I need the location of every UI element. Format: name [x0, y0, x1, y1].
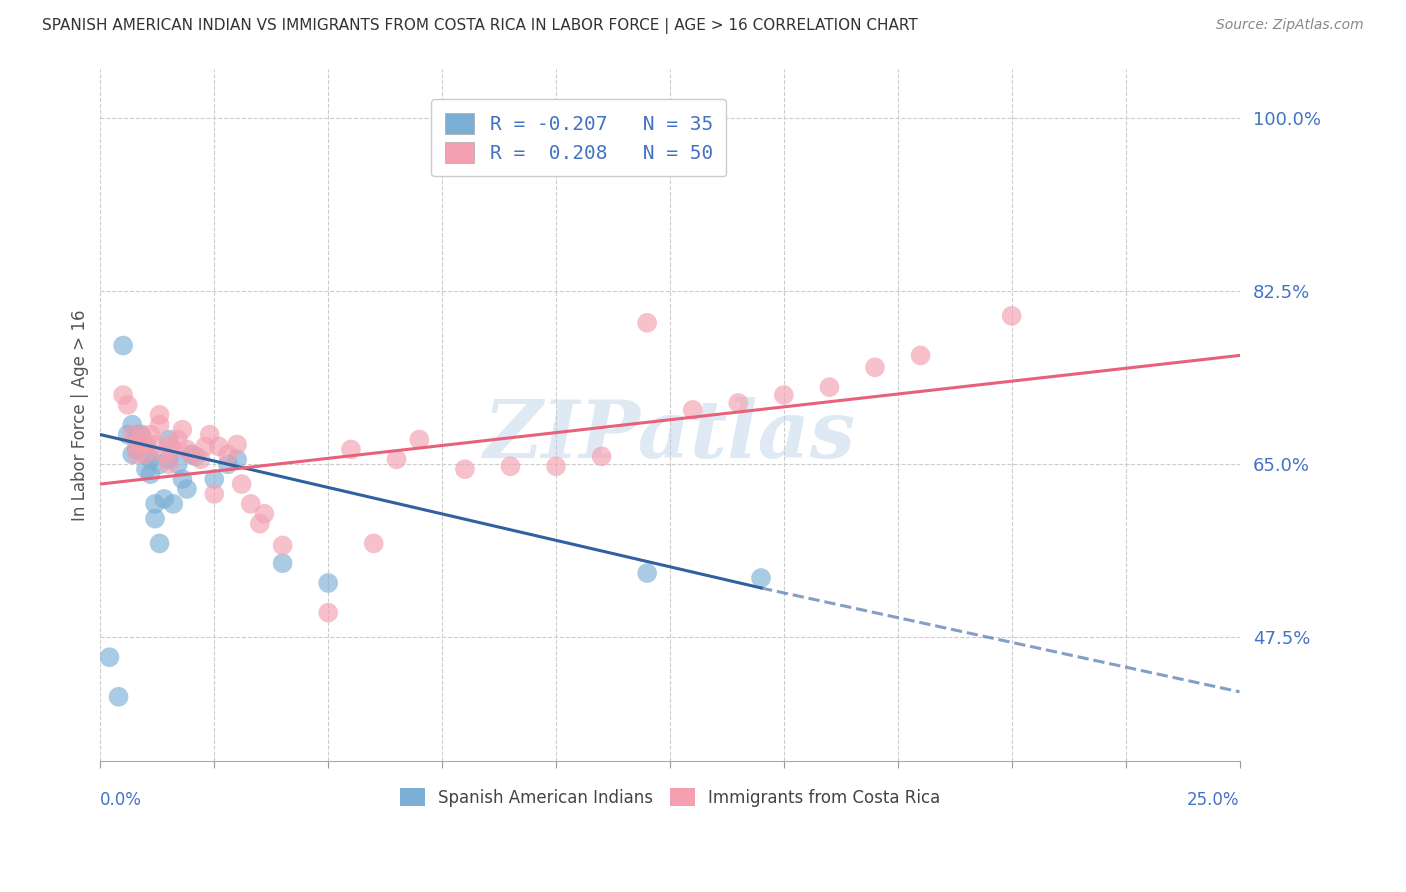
Text: 25.0%: 25.0%: [1187, 791, 1240, 809]
Point: [131, 427, 153, 442]
Point: [184, 450, 207, 464]
Point: [172, 472, 194, 486]
Point: [194, 440, 217, 454]
Point: [166, 433, 188, 447]
Point: [910, 348, 932, 362]
Point: [135, 462, 157, 476]
Point: [131, 437, 153, 451]
Point: [117, 398, 139, 412]
Point: [176, 442, 198, 457]
Point: [749, 571, 772, 585]
Point: [143, 437, 166, 451]
Point: [217, 447, 239, 461]
Point: [363, 536, 385, 550]
Point: [135, 447, 157, 461]
Point: [157, 433, 180, 447]
Point: [249, 516, 271, 531]
Point: [1001, 309, 1024, 323]
Point: [125, 442, 148, 457]
Point: [125, 437, 148, 451]
Point: [682, 402, 704, 417]
Point: [117, 427, 139, 442]
Point: [131, 437, 153, 451]
Point: [149, 536, 172, 550]
Point: [135, 437, 157, 451]
Point: [591, 450, 613, 464]
Point: [112, 338, 135, 352]
Point: [139, 467, 162, 482]
Point: [316, 606, 339, 620]
Point: [143, 497, 166, 511]
Point: [863, 360, 886, 375]
Point: [271, 556, 294, 570]
Point: [121, 417, 143, 432]
Point: [162, 442, 184, 457]
Point: [157, 437, 180, 451]
Point: [157, 452, 180, 467]
Point: [153, 491, 176, 506]
Point: [385, 452, 408, 467]
Point: [772, 388, 794, 402]
Point: [208, 440, 231, 454]
Point: [408, 433, 430, 447]
Point: [253, 507, 276, 521]
Y-axis label: In Labor Force | Age > 16: In Labor Force | Age > 16: [72, 309, 89, 521]
Point: [316, 576, 339, 591]
Text: Source: ZipAtlas.com: Source: ZipAtlas.com: [1216, 18, 1364, 32]
Point: [135, 437, 157, 451]
Point: [135, 447, 157, 461]
Point: [121, 447, 143, 461]
Text: ZIPatlas: ZIPatlas: [484, 397, 856, 475]
Point: [149, 408, 172, 422]
Point: [143, 511, 166, 525]
Point: [139, 427, 162, 442]
Point: [125, 427, 148, 442]
Point: [454, 462, 477, 476]
Point: [176, 482, 198, 496]
Point: [202, 487, 225, 501]
Point: [217, 457, 239, 471]
Point: [226, 437, 249, 451]
Point: [198, 427, 221, 442]
Point: [340, 442, 363, 457]
Point: [636, 566, 658, 580]
Point: [180, 447, 202, 461]
Point: [131, 427, 153, 442]
Point: [98, 650, 121, 665]
Point: [636, 316, 658, 330]
Point: [202, 472, 225, 486]
Point: [157, 457, 180, 471]
Point: [112, 388, 135, 402]
Point: [121, 427, 143, 442]
Point: [107, 690, 129, 704]
Point: [139, 452, 162, 467]
Point: [172, 423, 194, 437]
Point: [149, 457, 172, 471]
Point: [162, 497, 184, 511]
Point: [180, 447, 202, 461]
Point: [727, 396, 749, 410]
Point: [544, 459, 567, 474]
Point: [125, 447, 148, 461]
Point: [149, 417, 172, 432]
Point: [499, 459, 522, 474]
Point: [226, 452, 249, 467]
Point: [818, 380, 841, 394]
Text: 0.0%: 0.0%: [100, 791, 142, 809]
Point: [271, 538, 294, 552]
Point: [239, 497, 262, 511]
Text: SPANISH AMERICAN INDIAN VS IMMIGRANTS FROM COSTA RICA IN LABOR FORCE | AGE > 16 : SPANISH AMERICAN INDIAN VS IMMIGRANTS FR…: [42, 18, 918, 34]
Point: [153, 447, 176, 461]
Point: [166, 457, 188, 471]
Point: [190, 452, 212, 467]
Legend: Spanish American Indians, Immigrants from Costa Rica: Spanish American Indians, Immigrants fro…: [391, 780, 949, 815]
Point: [231, 477, 253, 491]
